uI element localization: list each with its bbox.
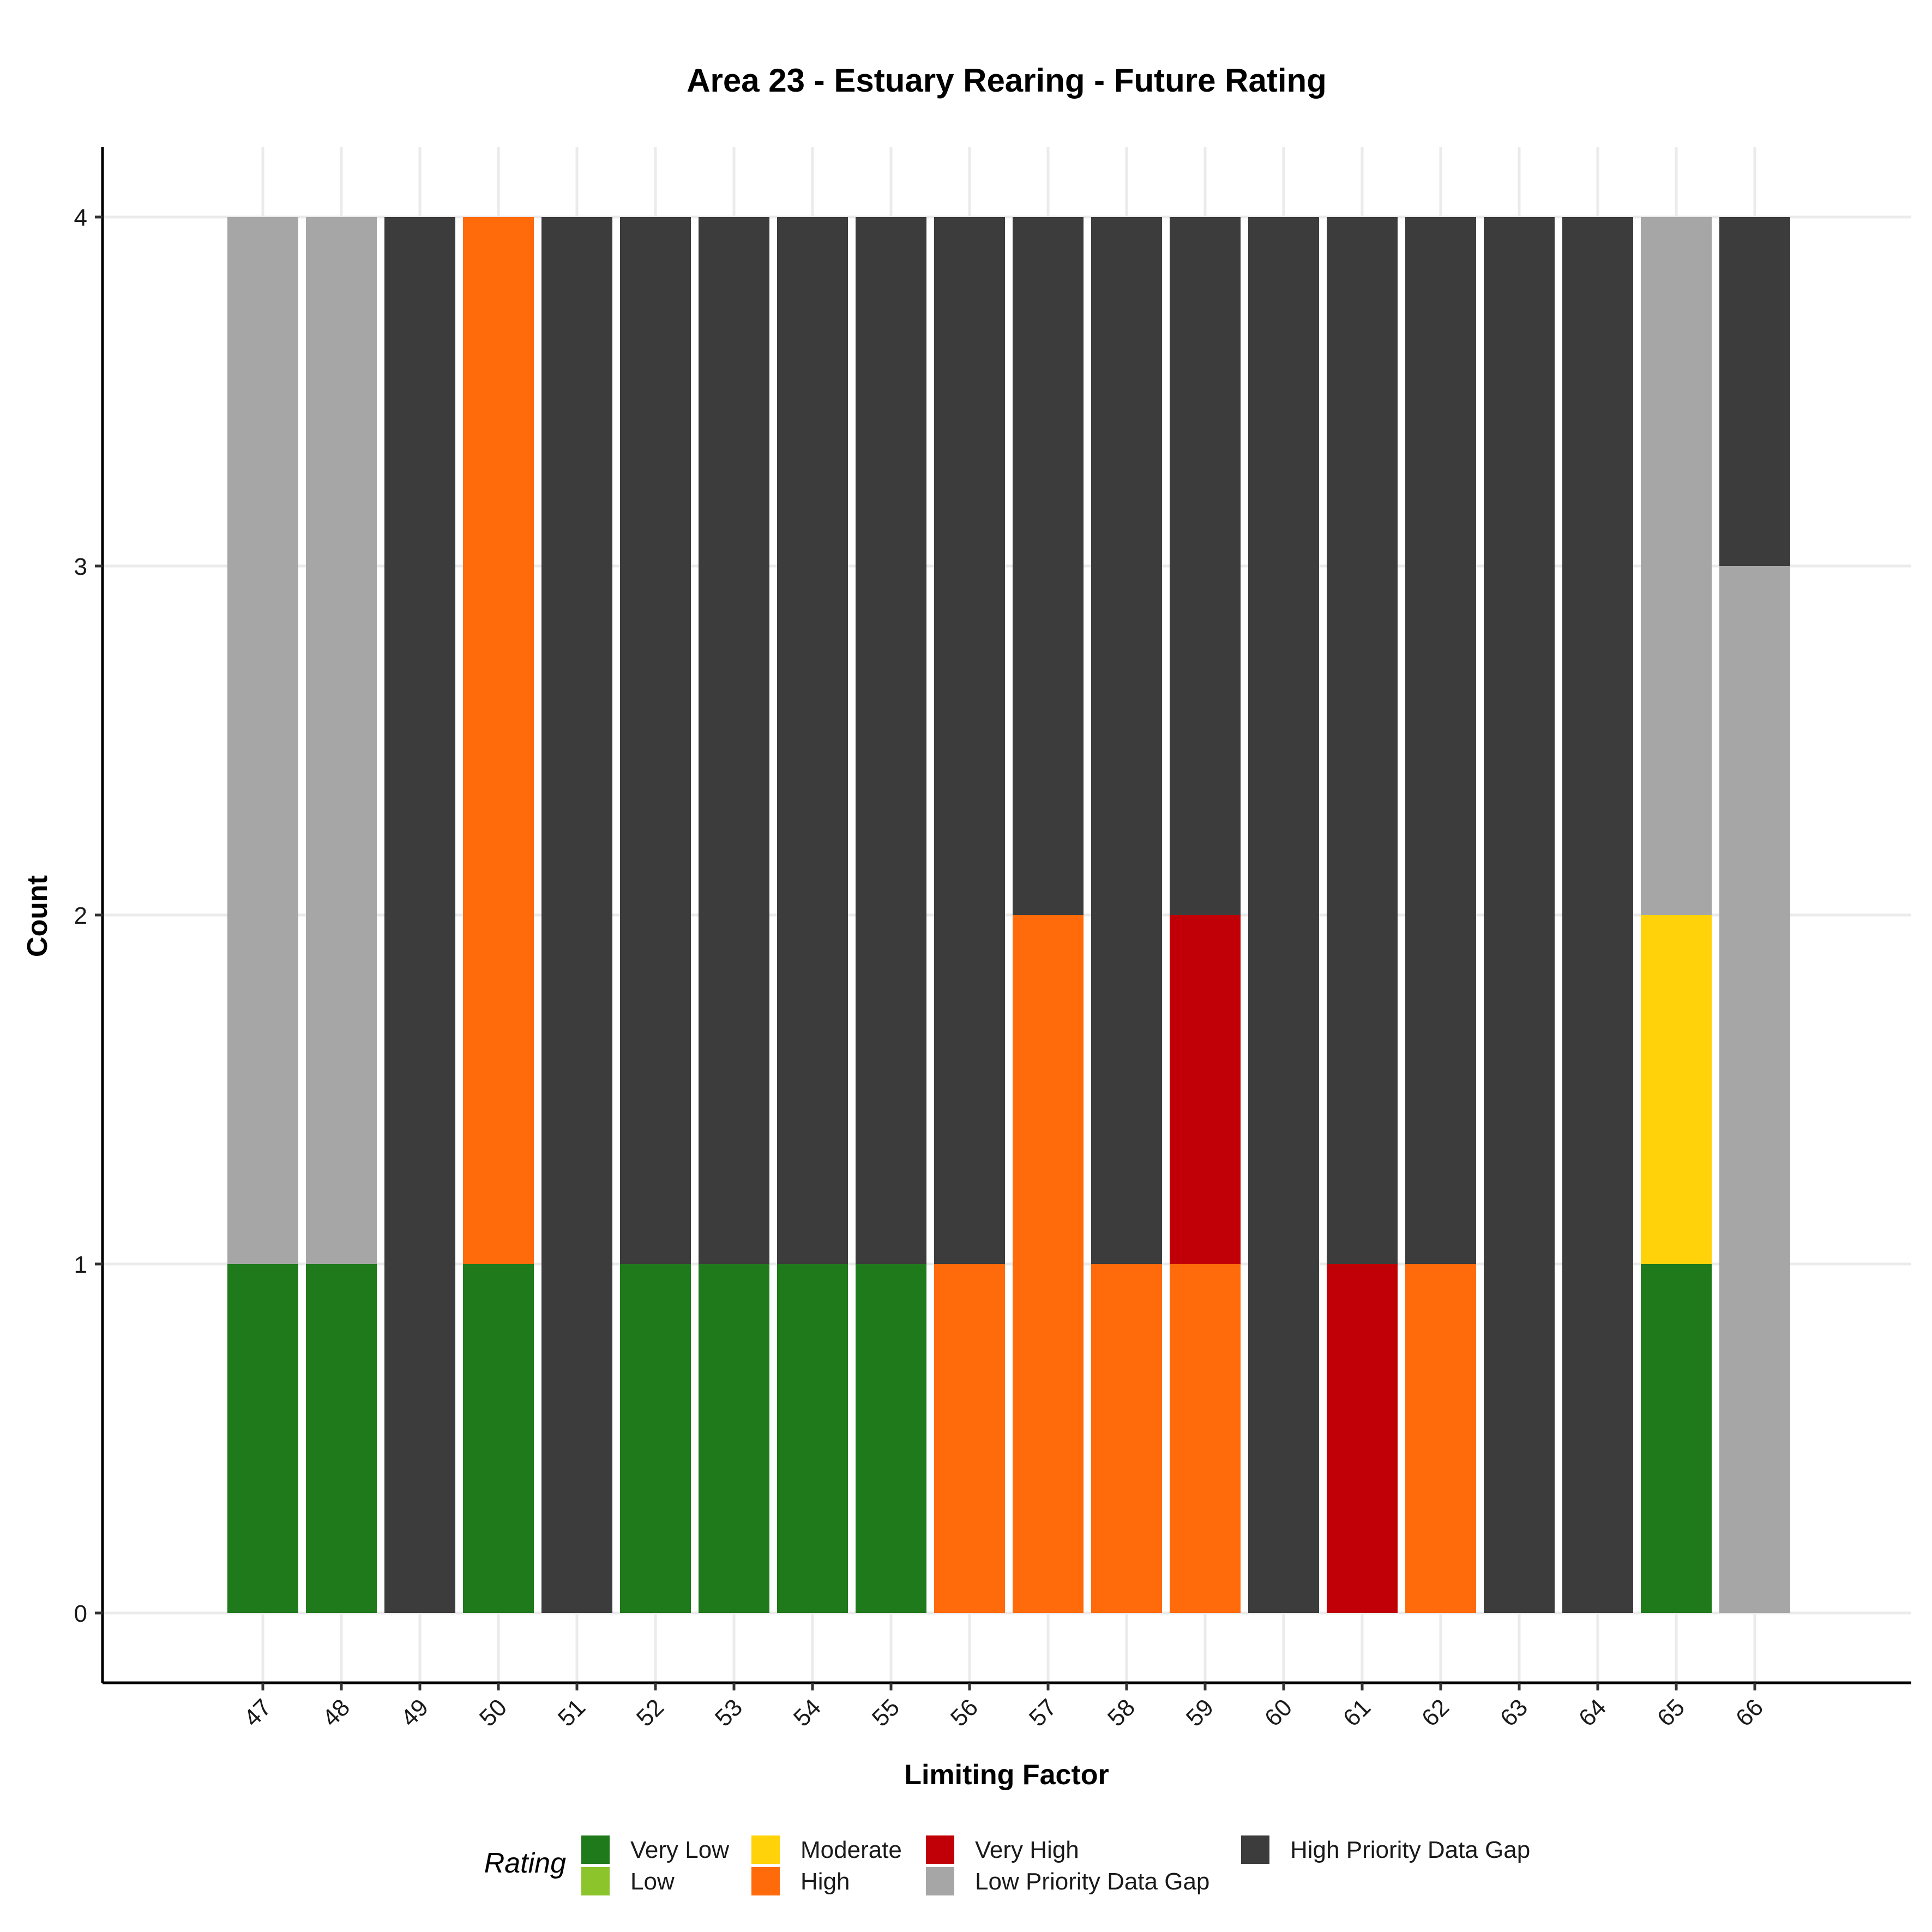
bar-segment-51-high-priority-data-gap — [541, 217, 612, 1613]
bar-segment-53-very-low — [699, 1264, 769, 1613]
x-tick-label: 64 — [1574, 1694, 1611, 1731]
x-tick-label: 59 — [1181, 1694, 1219, 1731]
legend-label: High Priority Data Gap — [1290, 1837, 1530, 1863]
bar-segment-57-high-priority-data-gap — [1013, 217, 1084, 915]
bar-segment-60-high-priority-data-gap — [1248, 217, 1319, 1613]
x-tick-label: 60 — [1260, 1694, 1297, 1731]
bar-segment-65-very-low — [1641, 1264, 1712, 1613]
x-tick-label: 56 — [946, 1694, 983, 1731]
bar-segment-50-high — [463, 217, 534, 1264]
bar-segment-54-very-low — [777, 1264, 848, 1613]
legend-title: Rating — [484, 1847, 566, 1879]
bar-segment-66-low-priority-data-gap — [1719, 566, 1790, 1613]
legend-key-moderate — [751, 1835, 780, 1864]
bar-segment-61-high-priority-data-gap — [1327, 217, 1398, 1264]
y-tick-label: 2 — [74, 902, 87, 929]
legend-label: Very Low — [630, 1837, 729, 1863]
legend-label: Very High — [975, 1837, 1079, 1863]
x-axis-title: Limiting Factor — [904, 1759, 1109, 1791]
legend-key-high-priority-data-gap — [1241, 1835, 1269, 1864]
x-tick-label: 66 — [1731, 1694, 1768, 1731]
legend-key-low-priority-data-gap — [926, 1867, 954, 1895]
bar-segment-62-high-priority-data-gap — [1405, 217, 1476, 1264]
bar-segment-59-high-priority-data-gap — [1170, 217, 1241, 915]
x-tick-label: 57 — [1024, 1694, 1062, 1731]
bar-segment-56-high — [934, 1264, 1005, 1613]
bar-segment-47-low-priority-data-gap — [227, 217, 298, 1264]
bar-segment-62-high — [1405, 1264, 1476, 1613]
legend-label: High — [801, 1868, 850, 1895]
x-tick-label: 53 — [710, 1694, 748, 1731]
x-tick-label: 58 — [1103, 1694, 1140, 1731]
legend-label: Low Priority Data Gap — [975, 1868, 1209, 1895]
bar-segment-59-high — [1170, 1264, 1241, 1613]
y-tick-label: 4 — [74, 204, 87, 231]
y-tick-label: 3 — [74, 553, 87, 580]
bar-segment-65-moderate — [1641, 915, 1712, 1264]
x-tick-label: 48 — [317, 1694, 355, 1731]
x-tick-label: 50 — [474, 1694, 512, 1731]
bar-segment-54-high-priority-data-gap — [777, 217, 848, 1264]
x-tick-label: 51 — [553, 1694, 591, 1731]
bar-segment-48-very-low — [306, 1264, 377, 1613]
bar-segment-58-high-priority-data-gap — [1091, 217, 1162, 1264]
legend-key-very-high — [926, 1835, 954, 1864]
bar-segment-56-high-priority-data-gap — [934, 217, 1005, 1264]
bar-segment-52-high-priority-data-gap — [620, 217, 691, 1264]
bar-segment-61-very-high — [1327, 1264, 1398, 1613]
bar-segment-47-very-low — [227, 1264, 298, 1613]
x-tick-label: 63 — [1495, 1694, 1533, 1731]
bar-segment-55-high-priority-data-gap — [856, 217, 926, 1264]
bar-segment-64-high-priority-data-gap — [1562, 217, 1633, 1613]
legend-label: Low — [630, 1868, 675, 1895]
bar-segment-48-low-priority-data-gap — [306, 217, 377, 1264]
x-tick-label: 55 — [867, 1694, 905, 1731]
bar-segment-57-high — [1013, 915, 1084, 1613]
bar-segment-50-very-low — [463, 1264, 534, 1613]
x-tick-label: 49 — [396, 1694, 434, 1731]
legend-key-very-low — [581, 1835, 610, 1864]
y-tick-label: 0 — [74, 1600, 87, 1627]
bar-segment-59-very-high — [1170, 915, 1241, 1264]
x-tick-label: 62 — [1417, 1694, 1454, 1731]
legend: Rating Very Low Low Moderate High Very High L… — [484, 1835, 1530, 1895]
x-tick-label: 54 — [789, 1694, 826, 1731]
y-axis-title: Count — [22, 875, 53, 957]
bar-segment-55-very-low — [856, 1264, 926, 1613]
x-tick-label: 65 — [1652, 1694, 1690, 1731]
bar-segment-53-high-priority-data-gap — [699, 217, 769, 1264]
chart-title: Area 23 - Estuary Rearing - Future Ratin… — [687, 62, 1327, 99]
bars — [227, 217, 1790, 1613]
legend-label: Moderate — [801, 1837, 902, 1863]
x-tick-label: 52 — [631, 1694, 669, 1731]
bar-segment-58-high — [1091, 1264, 1162, 1613]
legend-key-high — [751, 1867, 780, 1895]
bar-segment-52-very-low — [620, 1264, 691, 1613]
bar-segment-63-high-priority-data-gap — [1484, 217, 1555, 1613]
bar-segment-49-high-priority-data-gap — [384, 217, 455, 1613]
x-tick-label: 47 — [239, 1694, 276, 1731]
legend-key-low — [581, 1867, 610, 1895]
y-tick-label: 1 — [74, 1251, 87, 1278]
x-tick-label: 61 — [1338, 1694, 1376, 1731]
bar-segment-66-high-priority-data-gap — [1719, 217, 1790, 566]
bar-segment-65-low-priority-data-gap — [1641, 217, 1712, 915]
